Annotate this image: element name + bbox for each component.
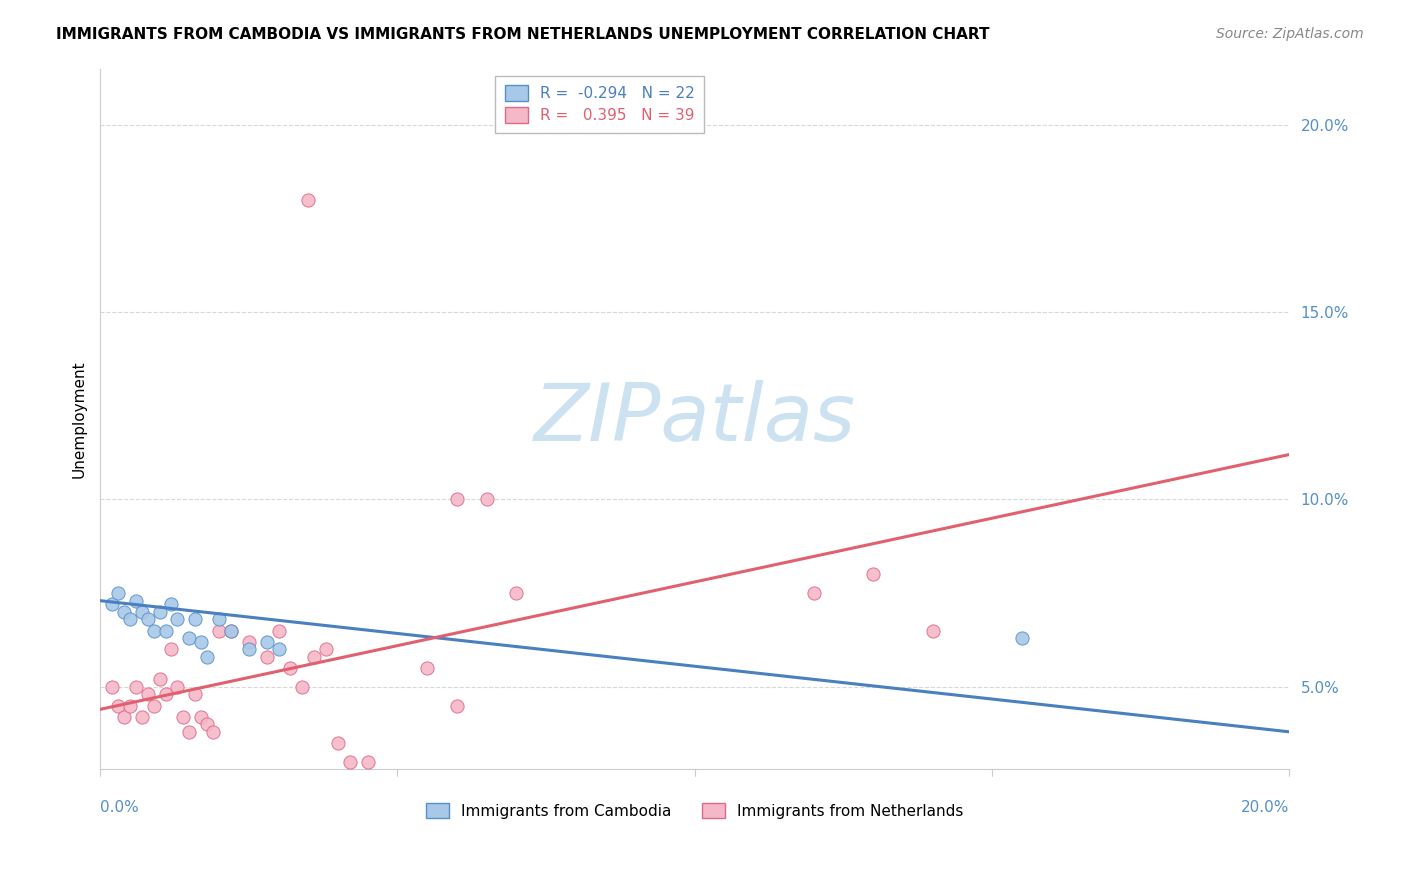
Point — [803, 586, 825, 600]
Point — [256, 649, 278, 664]
Point — [339, 755, 361, 769]
Point — [219, 624, 242, 638]
Point — [136, 687, 159, 701]
Point — [166, 680, 188, 694]
Point — [131, 605, 153, 619]
Point — [315, 642, 337, 657]
Text: 0.0%: 0.0% — [100, 800, 139, 815]
Point — [160, 642, 183, 657]
Point — [190, 710, 212, 724]
Text: 20.0%: 20.0% — [1241, 800, 1289, 815]
Point — [208, 612, 231, 626]
Point — [112, 710, 135, 724]
Point — [921, 624, 943, 638]
Point — [195, 649, 218, 664]
Point — [112, 605, 135, 619]
Text: Source: ZipAtlas.com: Source: ZipAtlas.com — [1216, 27, 1364, 41]
Point — [326, 736, 349, 750]
Point — [125, 680, 148, 694]
Point — [267, 624, 290, 638]
Point — [118, 698, 141, 713]
Point — [297, 193, 319, 207]
Point — [149, 673, 172, 687]
Point — [101, 680, 124, 694]
Text: ZIPatlas: ZIPatlas — [534, 380, 856, 458]
Point — [179, 724, 201, 739]
Point — [238, 642, 260, 657]
Point — [416, 661, 439, 675]
Point — [125, 593, 148, 607]
Point — [446, 698, 468, 713]
Point — [131, 710, 153, 724]
Point — [202, 724, 225, 739]
Point — [149, 605, 172, 619]
Point — [155, 687, 177, 701]
Legend: Immigrants from Cambodia, Immigrants from Netherlands: Immigrants from Cambodia, Immigrants fro… — [420, 797, 970, 825]
Point — [190, 635, 212, 649]
Point — [101, 598, 124, 612]
Point — [280, 661, 302, 675]
Point — [475, 492, 498, 507]
Point — [1011, 631, 1033, 645]
Point — [107, 586, 129, 600]
Point — [155, 624, 177, 638]
Point — [107, 698, 129, 713]
Point — [267, 642, 290, 657]
Point — [195, 717, 218, 731]
Point — [172, 710, 194, 724]
Point — [166, 612, 188, 626]
Point — [118, 612, 141, 626]
Point — [136, 612, 159, 626]
Point — [219, 624, 242, 638]
Point — [184, 612, 207, 626]
Point — [291, 680, 314, 694]
Point — [505, 586, 527, 600]
Text: IMMIGRANTS FROM CAMBODIA VS IMMIGRANTS FROM NETHERLANDS UNEMPLOYMENT CORRELATION: IMMIGRANTS FROM CAMBODIA VS IMMIGRANTS F… — [56, 27, 990, 42]
Point — [142, 624, 165, 638]
Point — [160, 598, 183, 612]
Point — [256, 635, 278, 649]
Point — [184, 687, 207, 701]
Point — [238, 635, 260, 649]
Point — [446, 492, 468, 507]
Point — [142, 698, 165, 713]
Point — [179, 631, 201, 645]
Point — [862, 567, 884, 582]
Y-axis label: Unemployment: Unemployment — [72, 360, 86, 478]
Point — [302, 649, 325, 664]
Point — [357, 755, 380, 769]
Point — [208, 624, 231, 638]
